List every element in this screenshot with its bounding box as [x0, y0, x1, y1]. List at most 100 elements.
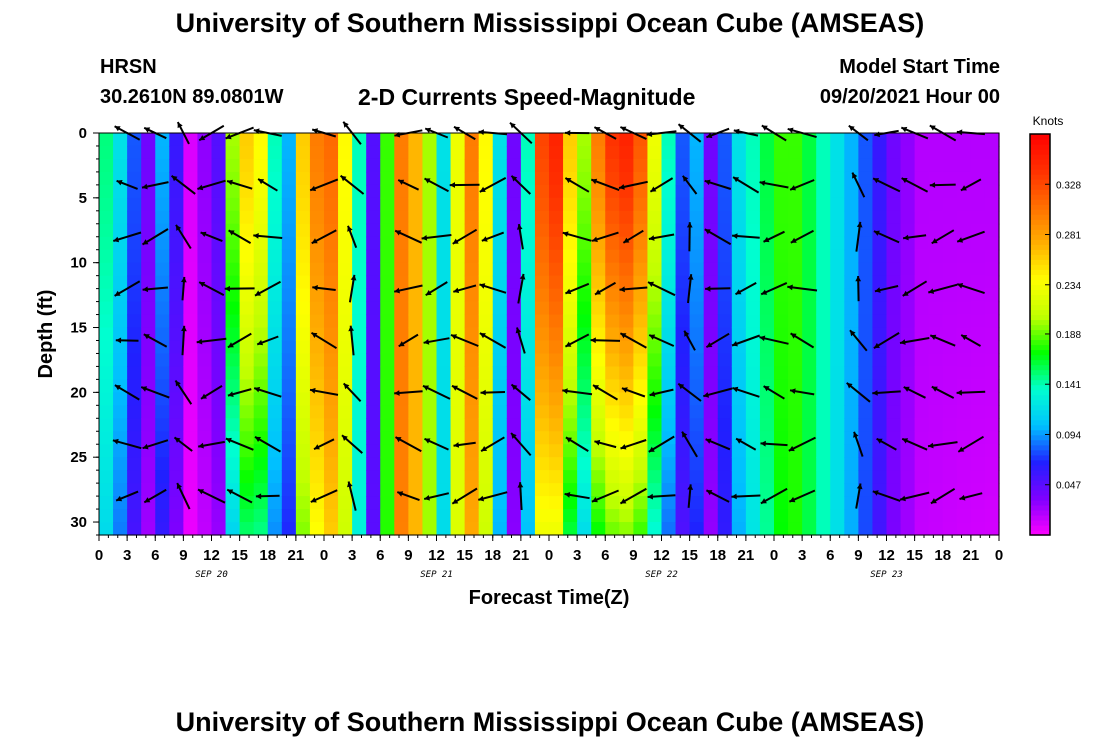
heatmap-cell — [450, 223, 466, 238]
x-tick-label: 18 — [259, 547, 276, 564]
heatmap-cell — [113, 210, 128, 225]
heatmap-cell — [577, 340, 592, 355]
heatmap-cell — [914, 522, 930, 536]
heatmap-cell — [689, 457, 705, 471]
heatmap-cell — [745, 496, 761, 510]
heatmap-cell — [253, 275, 269, 290]
heatmap-cell — [534, 236, 550, 251]
current-vector — [113, 231, 142, 243]
heatmap-cell — [802, 483, 817, 497]
heatmap-cell — [408, 249, 424, 264]
heatmap-cell — [141, 366, 156, 380]
heatmap-cell — [956, 262, 972, 277]
heatmap-cell — [563, 457, 578, 471]
current-vector — [253, 233, 283, 239]
heatmap-cell — [506, 197, 522, 212]
current-vector — [170, 175, 196, 195]
heatmap-cell — [281, 288, 297, 303]
current-vector — [347, 225, 358, 249]
heatmap-cell — [380, 340, 395, 355]
heatmap-cell — [689, 288, 705, 303]
heatmap-cell — [492, 210, 508, 225]
heatmap-cell — [309, 301, 325, 316]
heatmap-cell — [675, 197, 691, 212]
heatmap-cell — [211, 210, 227, 225]
heatmap-cell — [900, 483, 916, 497]
heatmap-cell — [239, 314, 255, 329]
heatmap-cell — [324, 366, 339, 380]
heatmap-cell — [239, 509, 255, 523]
heatmap-cell — [492, 262, 508, 277]
heatmap-cell — [478, 379, 494, 393]
heatmap-cell — [956, 288, 972, 303]
heatmap-cell — [689, 418, 705, 432]
heatmap-cell — [408, 288, 424, 303]
heatmap-cell — [703, 249, 719, 264]
heatmap-cell — [661, 288, 677, 303]
heatmap-cell — [788, 366, 803, 380]
heatmap-cell — [99, 314, 114, 329]
heatmap-cell — [113, 457, 128, 471]
heatmap-cell — [183, 314, 199, 329]
heatmap-cell — [788, 470, 803, 484]
y-tick-label: 15 — [70, 320, 87, 337]
heatmap-cell — [352, 145, 367, 160]
heatmap-cell — [619, 522, 634, 536]
current-vector — [687, 274, 694, 304]
heatmap-cell — [591, 184, 606, 199]
heatmap-cell — [309, 405, 325, 419]
heatmap-cell — [900, 223, 916, 238]
heatmap-cell — [619, 301, 634, 316]
heatmap-cell — [745, 145, 761, 160]
heatmap-cell — [464, 288, 480, 303]
heatmap-cell — [295, 431, 311, 445]
colorbar-tick-label: 0.141 — [1056, 380, 1081, 391]
heatmap-cell — [886, 457, 902, 471]
x-tick-label: 3 — [123, 547, 131, 564]
heatmap-cell — [478, 210, 494, 225]
current-vector — [342, 382, 362, 402]
heatmap-cell — [155, 288, 170, 303]
heatmap-cell — [492, 158, 508, 173]
heatmap-cell — [549, 392, 564, 406]
heatmap-cell — [802, 392, 817, 406]
heatmap-cell — [281, 301, 297, 316]
heatmap-cell — [492, 457, 508, 471]
heatmap-cell — [886, 171, 902, 186]
heatmap-cell — [745, 431, 761, 445]
heatmap-cell — [970, 158, 986, 173]
heatmap-cell — [619, 431, 634, 445]
heatmap-cell — [478, 418, 494, 432]
heatmap-cell — [534, 457, 550, 471]
heatmap-cell — [914, 197, 930, 212]
heatmap-cell — [802, 275, 817, 290]
heatmap-cell — [281, 431, 297, 445]
current-vector — [928, 283, 958, 294]
heatmap-cell — [464, 249, 480, 264]
heatmap-cell — [858, 262, 874, 277]
heatmap-cell — [309, 444, 325, 458]
heatmap-cell — [984, 314, 1000, 329]
heatmap-cell — [99, 197, 114, 212]
heatmap-cell — [703, 314, 719, 329]
heatmap-cell — [422, 301, 438, 316]
heatmap-cell — [647, 405, 663, 419]
heatmap-cell — [633, 418, 649, 432]
heatmap-cell — [450, 249, 466, 264]
heatmap-cell — [605, 197, 620, 212]
heatmap-cell — [197, 366, 213, 380]
heatmap-cell — [633, 184, 649, 199]
heatmap-cell — [281, 392, 297, 406]
heatmap-cell — [338, 405, 353, 419]
heatmap-cell — [408, 145, 424, 160]
heatmap-cell — [802, 145, 817, 160]
x-tick-label: 9 — [404, 547, 412, 564]
heatmap-cell — [689, 379, 705, 393]
current-vector — [517, 482, 524, 511]
heatmap-cell — [900, 262, 916, 277]
heatmap-cell — [380, 496, 395, 510]
heatmap-cell — [239, 223, 255, 238]
heatmap-cell — [239, 197, 255, 212]
heatmap-cell — [886, 249, 902, 264]
heatmap-cell — [366, 288, 381, 303]
